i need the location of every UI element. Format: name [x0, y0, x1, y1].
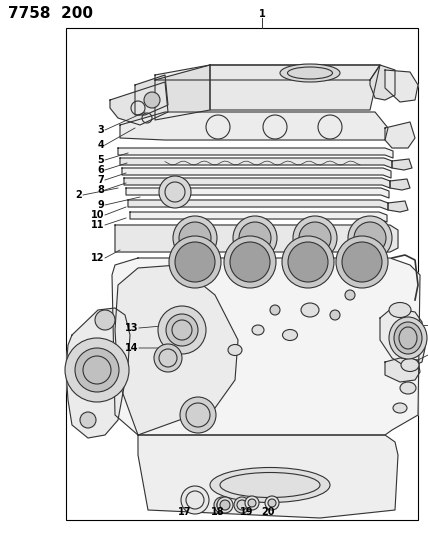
Circle shape: [245, 496, 259, 510]
Ellipse shape: [394, 322, 422, 354]
Text: 11: 11: [90, 220, 104, 230]
Circle shape: [169, 236, 221, 288]
Circle shape: [342, 242, 382, 282]
Circle shape: [230, 242, 270, 282]
Polygon shape: [66, 308, 130, 438]
Ellipse shape: [210, 467, 330, 503]
Circle shape: [282, 236, 334, 288]
Circle shape: [217, 497, 233, 513]
Ellipse shape: [252, 325, 264, 335]
Circle shape: [214, 497, 230, 513]
Text: 20: 20: [261, 507, 275, 517]
Text: 4: 4: [97, 140, 104, 150]
Circle shape: [336, 236, 388, 288]
Circle shape: [159, 176, 191, 208]
Ellipse shape: [389, 317, 427, 359]
Polygon shape: [390, 179, 410, 190]
Text: 14: 14: [125, 343, 138, 353]
Polygon shape: [122, 168, 391, 178]
Text: 7: 7: [97, 175, 104, 185]
Circle shape: [175, 242, 215, 282]
Circle shape: [299, 222, 331, 254]
Polygon shape: [210, 65, 380, 110]
Text: 13: 13: [125, 323, 138, 333]
Text: 19: 19: [240, 507, 254, 517]
Ellipse shape: [280, 64, 340, 82]
Polygon shape: [126, 188, 389, 198]
Polygon shape: [120, 112, 388, 140]
Polygon shape: [370, 65, 395, 100]
Ellipse shape: [398, 333, 418, 347]
Circle shape: [95, 310, 115, 330]
Text: 3: 3: [97, 125, 104, 135]
Circle shape: [75, 348, 119, 392]
Circle shape: [173, 216, 217, 260]
Circle shape: [293, 216, 337, 260]
Circle shape: [65, 338, 129, 402]
Polygon shape: [385, 70, 418, 102]
Circle shape: [80, 412, 96, 428]
Ellipse shape: [228, 344, 242, 356]
Circle shape: [345, 290, 355, 300]
Polygon shape: [135, 75, 168, 115]
Polygon shape: [388, 201, 408, 212]
Circle shape: [330, 310, 340, 320]
Text: 5: 5: [97, 155, 104, 165]
Polygon shape: [112, 258, 420, 435]
Circle shape: [265, 496, 279, 510]
Polygon shape: [392, 159, 412, 170]
Text: 18: 18: [211, 507, 225, 517]
Circle shape: [144, 92, 160, 108]
Circle shape: [248, 499, 256, 507]
Polygon shape: [385, 358, 420, 382]
Text: 9: 9: [97, 200, 104, 210]
Polygon shape: [385, 122, 415, 148]
Circle shape: [179, 222, 211, 254]
Polygon shape: [115, 265, 238, 435]
Text: 12: 12: [90, 253, 104, 263]
Circle shape: [288, 242, 328, 282]
Polygon shape: [124, 178, 390, 188]
Circle shape: [348, 216, 392, 260]
Ellipse shape: [393, 403, 407, 413]
Circle shape: [180, 397, 216, 433]
Text: 6: 6: [97, 165, 104, 175]
Polygon shape: [110, 82, 168, 125]
Polygon shape: [118, 148, 393, 158]
Ellipse shape: [301, 303, 319, 317]
Ellipse shape: [400, 382, 416, 394]
Circle shape: [239, 222, 271, 254]
Polygon shape: [155, 65, 210, 120]
Circle shape: [354, 222, 386, 254]
Ellipse shape: [282, 329, 297, 341]
Circle shape: [224, 236, 276, 288]
Circle shape: [158, 306, 206, 354]
Polygon shape: [138, 435, 398, 518]
Circle shape: [181, 486, 209, 514]
Circle shape: [270, 305, 280, 315]
Polygon shape: [115, 225, 398, 252]
Text: 10: 10: [90, 210, 104, 220]
Ellipse shape: [401, 359, 419, 372]
Ellipse shape: [389, 303, 411, 318]
Text: 1: 1: [259, 9, 265, 19]
Circle shape: [166, 314, 198, 346]
Circle shape: [154, 344, 182, 372]
Text: 17: 17: [178, 507, 192, 517]
Polygon shape: [128, 200, 388, 210]
Text: 7758  200: 7758 200: [8, 6, 93, 21]
Circle shape: [234, 497, 250, 513]
Text: 8: 8: [97, 185, 104, 195]
Text: 2: 2: [75, 190, 82, 200]
Circle shape: [268, 499, 276, 507]
Polygon shape: [120, 158, 392, 168]
Circle shape: [233, 216, 277, 260]
Polygon shape: [155, 65, 380, 80]
Circle shape: [220, 500, 230, 510]
Polygon shape: [130, 212, 387, 222]
Bar: [66, 28, 418, 520]
Polygon shape: [380, 308, 425, 368]
